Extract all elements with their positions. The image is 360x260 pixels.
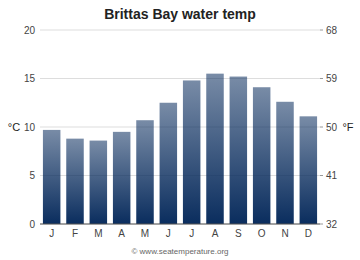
grid-line xyxy=(40,78,320,79)
x-tick-label: F xyxy=(72,228,78,239)
y-axis-label: °C xyxy=(8,121,20,133)
y-tick-label: 10 xyxy=(24,122,36,133)
bar xyxy=(113,132,130,224)
y-tick-label: 0 xyxy=(29,219,35,230)
y2-tick xyxy=(320,30,323,31)
bar xyxy=(276,102,294,224)
y2-tick-label: 59 xyxy=(326,73,338,84)
bar xyxy=(183,80,201,224)
title: Brittas Bay water temp xyxy=(104,6,256,22)
y2-tick xyxy=(320,224,323,225)
x-tick-label: D xyxy=(305,228,312,239)
bar xyxy=(300,116,318,224)
x-tick-label: M xyxy=(94,228,102,239)
x-tick-label: O xyxy=(258,228,266,239)
x-tick-label: J xyxy=(49,228,54,239)
bar xyxy=(230,77,248,224)
x-tick-label: J xyxy=(166,228,171,239)
y2-tick-label: 68 xyxy=(326,25,338,36)
y2-tick-label: 50 xyxy=(326,122,338,133)
x-tick-label: S xyxy=(235,228,242,239)
y-axis: 0 5 10 15 20 xyxy=(24,25,320,230)
y2-tick xyxy=(320,127,323,128)
annotation: © www.seatemperature.org xyxy=(131,247,228,256)
x-tick-label: J xyxy=(189,228,194,239)
y2-tick xyxy=(320,175,323,176)
x-tick-label: A xyxy=(212,228,219,239)
x-axis: JFMAMJJASOND xyxy=(49,228,312,239)
y2-axis: 32 41 50 59 68 xyxy=(320,25,338,230)
y-tick-label: 15 xyxy=(24,73,36,84)
chart: 0 5 10 15 20 32 41 50 59 68 J F M A M J J A S O N D °C °F Britta… xyxy=(0,0,360,260)
y2-tick xyxy=(320,78,323,79)
x-tick-label: M xyxy=(141,228,149,239)
bar xyxy=(66,139,84,224)
bar xyxy=(43,130,61,224)
bar xyxy=(206,74,224,224)
x-tick-label: A xyxy=(118,228,125,239)
grid-line xyxy=(40,30,320,31)
grid-line xyxy=(40,224,320,225)
y-tick-label: 5 xyxy=(29,170,35,181)
y-tick-label: 20 xyxy=(24,25,36,36)
bar xyxy=(253,87,271,224)
y2-axis-label: °F xyxy=(342,121,353,133)
y2-tick-label: 41 xyxy=(326,170,338,181)
y2-tick-label: 32 xyxy=(326,219,338,230)
bars xyxy=(43,74,317,224)
bar xyxy=(160,103,178,224)
bar xyxy=(90,141,108,224)
bar xyxy=(136,120,154,224)
x-axis-line xyxy=(40,224,320,225)
x-tick-label: N xyxy=(281,228,288,239)
